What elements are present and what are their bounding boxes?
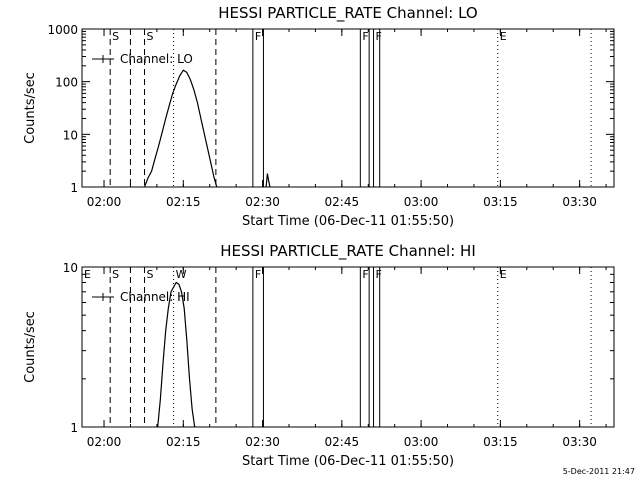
x-tick-label: 02:30 [245, 195, 280, 209]
series-line [143, 69, 218, 188]
x-tick-label: 02:00 [87, 435, 122, 449]
x-axis-label: Start Time (06-Dec-11 01:55:50) [242, 454, 454, 469]
x-tick-label: 03:30 [562, 195, 597, 209]
y-tick-label: 1 [70, 421, 78, 435]
annotation-label: E [500, 30, 507, 43]
timestamp-stamp: 5-Dec-2011 21:47 [563, 467, 635, 476]
y-axis-label: Counts/sec [23, 311, 38, 383]
annotation-label: F [376, 30, 382, 43]
x-tick-label: 02:30 [245, 435, 280, 449]
plot-frame [81, 28, 615, 188]
chart-title: HESSI PARTICLE_RATE Channel: LO [218, 4, 477, 23]
chart-title: HESSI PARTICLE_RATE Channel: HI [220, 242, 476, 261]
series-line [157, 281, 196, 428]
x-tick-label: 03:00 [404, 195, 439, 209]
annotation-label: S [147, 30, 154, 43]
annotation-label: F [255, 268, 261, 281]
annotation-label: F [255, 30, 261, 43]
annotation-label: W [176, 268, 187, 281]
y-tick-label: 10 [63, 128, 78, 142]
series-line [265, 173, 271, 188]
annotation-label: F [376, 268, 382, 281]
x-tick-label: 03:15 [483, 435, 518, 449]
annotation-label: E [500, 268, 507, 281]
x-tick-label: 02:00 [87, 195, 122, 209]
annotation-label: E [84, 268, 91, 281]
panel-lo: HESSI PARTICLE_RATE Channel: LOS S F F F ECha… [23, 4, 615, 229]
x-tick-label: 02:45 [325, 195, 360, 209]
y-tick-label: 1 [70, 181, 78, 195]
annotation-label: F [362, 30, 368, 43]
plot-frame [81, 266, 615, 428]
annotation-label: F [362, 268, 368, 281]
x-tick-label: 02:15 [166, 435, 201, 449]
annotation-label: S [112, 268, 119, 281]
x-tick-label: 03:00 [404, 435, 439, 449]
panel-hi: HESSI PARTICLE_RATE Channel: HIE S S W F F F EC… [23, 242, 615, 469]
x-tick-label: 02:15 [166, 195, 201, 209]
legend-label: Channel: HI [120, 290, 190, 304]
y-tick-label: 1000 [47, 23, 78, 37]
y-axis-label: Counts/sec [23, 72, 38, 144]
y-tick-label: 10 [63, 261, 78, 275]
x-tick-label: 02:45 [325, 435, 360, 449]
annotation-label: S [112, 30, 119, 43]
y-tick-label: 100 [55, 76, 78, 90]
x-axis-label: Start Time (06-Dec-11 01:55:50) [242, 214, 454, 229]
annotation-label: S [147, 268, 154, 281]
x-tick-label: 03:30 [562, 435, 597, 449]
x-tick-label: 03:15 [483, 195, 518, 209]
legend-label: Channel: LO [120, 52, 193, 66]
